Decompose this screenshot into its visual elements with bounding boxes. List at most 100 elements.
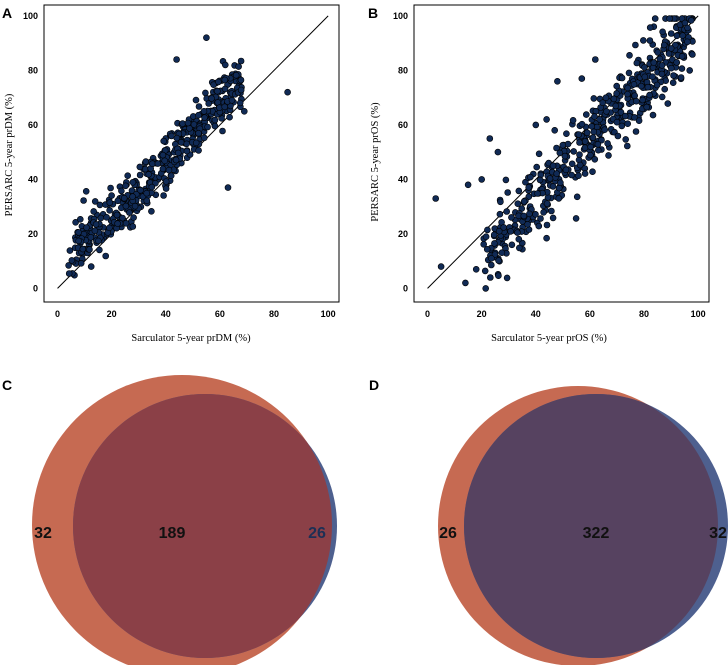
- panel-b-point: [623, 142, 631, 150]
- panel-a-point: [114, 197, 122, 205]
- panel-b-point: [556, 149, 564, 157]
- panel-b-point: [632, 128, 640, 135]
- panel-b-point: [594, 146, 602, 154]
- panel-b-point: [591, 156, 599, 163]
- panel-b-point: [679, 32, 687, 39]
- panel-a-point: [221, 76, 229, 84]
- venn-d-right-count: 32: [709, 525, 727, 542]
- venn-c-overlap: [73, 394, 332, 658]
- panel-a-x-tick-20: 20: [107, 309, 117, 319]
- panel-b-point: [532, 121, 540, 129]
- panel-b-point: [686, 67, 694, 74]
- panel-a-point: [195, 129, 202, 137]
- panel-b-point: [587, 151, 594, 159]
- panel-b-point: [613, 118, 621, 126]
- panel-b-point: [591, 113, 598, 120]
- panel-b-point: [486, 135, 494, 142]
- panel-b-point: [643, 103, 651, 111]
- panel-b-point: [633, 59, 641, 67]
- panel-b-point: [673, 32, 681, 40]
- panel-a-point: [145, 171, 152, 178]
- panel-b-x-axis-label: Sarculator 5-year prOS (%): [491, 333, 607, 344]
- panel-a-point: [201, 114, 208, 121]
- panel-b-point: [594, 141, 602, 148]
- panel-a-point: [167, 172, 175, 179]
- panel-a-point: [183, 147, 191, 155]
- panel-b-point: [624, 120, 632, 127]
- panel-b-point: [578, 75, 586, 82]
- panel-b-point: [514, 200, 522, 207]
- panel-b-point: [575, 131, 583, 138]
- panel-b-point: [478, 176, 486, 183]
- panel-b-point: [659, 28, 666, 36]
- panel-b-point: [622, 136, 630, 143]
- panel-a-point: [165, 166, 173, 174]
- panel-b-point: [632, 97, 640, 105]
- panel-a-point: [126, 209, 133, 216]
- panel-b-point: [482, 233, 490, 240]
- panel-a-point: [68, 257, 76, 264]
- panel-a-point: [161, 157, 168, 165]
- panel-d: D 26 322 32: [369, 377, 728, 665]
- panel-b-point: [561, 152, 569, 160]
- panel-b-point: [630, 81, 638, 88]
- panel-b-point: [527, 173, 534, 181]
- panel-a-point: [192, 139, 200, 147]
- panel-b-point: [504, 189, 512, 196]
- panel-b-point: [543, 200, 551, 207]
- panel-b-y-tick-0: 0: [403, 283, 408, 293]
- panel-b-point: [684, 38, 691, 46]
- panel-a-y-axis-label: PERSARC 5-year prDM (%): [4, 93, 15, 216]
- panel-b-point: [653, 81, 661, 89]
- panel-a-plot-frame: [43, 4, 340, 303]
- panel-a-point: [200, 108, 208, 115]
- panel-a-point: [173, 134, 181, 142]
- panel-b-x-tick-60: 60: [585, 309, 595, 319]
- panel-b-point: [562, 166, 570, 174]
- panel-b-point: [646, 37, 654, 44]
- panel-a-point: [129, 223, 137, 230]
- panel-b-point: [667, 64, 675, 72]
- panel-b-points: [432, 15, 696, 292]
- panel-b-point: [546, 175, 554, 182]
- panel-a-point: [237, 86, 245, 94]
- panel-b-point: [689, 51, 696, 58]
- panel-b-point: [533, 163, 541, 171]
- panel-b-point: [572, 215, 580, 222]
- panel-a-point: [82, 188, 90, 195]
- panel-a-point: [173, 56, 180, 63]
- panel-b-point: [656, 55, 664, 63]
- panel-b-point: [502, 176, 510, 184]
- panel-b-point: [524, 221, 531, 228]
- panel-a-point: [72, 219, 79, 226]
- panel-a-point: [177, 139, 185, 146]
- panel-b-point: [515, 244, 523, 252]
- panel-a-point: [65, 262, 72, 269]
- panel-b-point: [590, 95, 598, 102]
- panel-a-point: [97, 214, 105, 222]
- panel-b-point: [536, 176, 544, 184]
- panel-b-point: [578, 120, 586, 128]
- panel-a-point: [222, 61, 229, 69]
- venn-c-right-count: 26: [308, 525, 326, 542]
- panel-b-x-tick-20: 20: [477, 309, 487, 319]
- panel-a-point: [130, 214, 137, 221]
- panel-a-point: [211, 116, 219, 124]
- panel-b-point: [654, 49, 662, 56]
- panel-a-point: [184, 119, 192, 127]
- panel-a-point: [122, 182, 129, 190]
- panel-b-point: [658, 93, 666, 101]
- panel-b-point: [582, 111, 590, 118]
- panel-b-point: [515, 235, 523, 243]
- panel-b-point: [551, 127, 559, 134]
- panel-b-ticks: 0 20 40 60 80 100 0 20 40 60 80 100: [393, 11, 706, 319]
- panel-b-point: [670, 72, 677, 79]
- panel-b-point: [520, 198, 528, 205]
- panel-a-point: [215, 78, 222, 86]
- panel-b-point: [553, 170, 561, 177]
- panel-b-point: [553, 144, 560, 152]
- panel-a-point: [66, 247, 74, 254]
- panel-a-x-tick-0: 0: [55, 309, 60, 319]
- panel-a-point: [83, 224, 90, 231]
- panel-a-point: [216, 104, 223, 111]
